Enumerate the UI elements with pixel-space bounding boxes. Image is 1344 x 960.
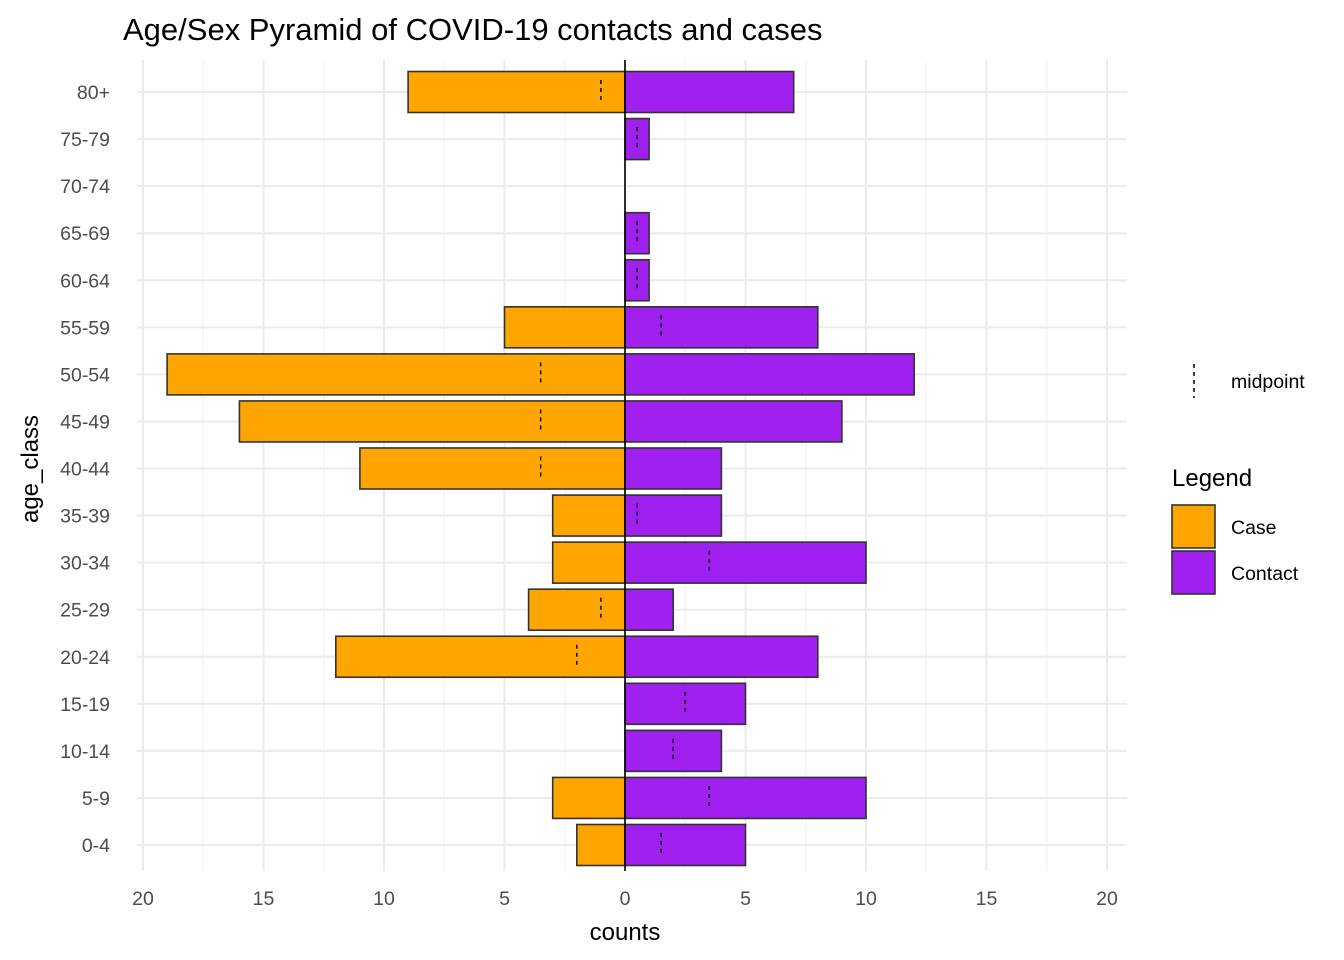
bar-contact-80+ (624, 70, 795, 114)
x-tick-label: 0 (620, 888, 631, 910)
x-tick-label: 5 (499, 888, 510, 910)
bar-case-35-39 (551, 494, 626, 537)
midpoint-layer (539, 80, 711, 857)
y-tick-label: 80+ (77, 82, 110, 104)
bar-case-5-9 (551, 776, 626, 820)
bar-contact-55-59 (624, 306, 819, 349)
x-tick-label: 15 (976, 888, 998, 910)
y-tick-label: 35-39 (60, 506, 110, 528)
bar-layer (166, 60, 916, 871)
legend-key-contact (1171, 550, 1216, 595)
x-tick-label: 20 (132, 888, 154, 910)
legend-midpoint: midpoint (1193, 364, 1305, 398)
midpoint-legend-label: midpoint (1231, 371, 1305, 393)
bar-contact-0-4 (624, 823, 747, 867)
bar-contact-5-9 (624, 776, 867, 820)
bar-case-45-49 (238, 400, 626, 443)
y-tick-label: 60-64 (60, 270, 110, 292)
y-tick-label: 50-54 (60, 364, 110, 386)
legend-title: Legend (1172, 465, 1252, 492)
bar-case-25-29 (527, 588, 626, 631)
bar-contact-20-24 (624, 635, 819, 679)
y-tick-label: 40-44 (60, 459, 110, 481)
legend-label-contact: Contact (1231, 563, 1299, 585)
x-tick-label: 10 (855, 888, 877, 910)
bar-contact-45-49 (624, 400, 843, 443)
y-tick-label: 45-49 (60, 411, 110, 433)
y-tick-label: 0-4 (82, 835, 110, 857)
y-tick-label: 20-24 (60, 647, 110, 669)
x-tick-label: 15 (253, 888, 275, 910)
x-tick-label: 5 (740, 888, 751, 910)
y-tick-label: 15-19 (60, 694, 110, 716)
bar-contact-35-39 (624, 494, 723, 537)
legend-label-case: Case (1231, 517, 1277, 539)
y-axis-title: age_class (17, 415, 44, 523)
legend-key-case (1171, 504, 1216, 549)
bar-case-80+ (407, 70, 626, 114)
y-tick-label: 65-69 (60, 223, 110, 245)
y-tick-label: 10-14 (60, 741, 110, 763)
y-tick-label: 25-29 (60, 600, 110, 622)
x-tick-label: 20 (1096, 888, 1118, 910)
y-tick-label: 55-59 (60, 317, 110, 339)
x-axis-title: counts (590, 919, 661, 946)
bar-case-20-24 (334, 635, 626, 679)
bar-contact-50-54 (624, 353, 916, 396)
y-axis-ticks: 0-4 5-9 10-14 15-19 20-24 25-29 30-34 35-39 40-4… (60, 82, 110, 857)
bar-contact-40-44 (624, 447, 723, 490)
x-axis-ticks: 20 15 10 5 0 5 10 15 20 (132, 888, 1118, 910)
bar-contact-25-29 (624, 588, 675, 631)
y-tick-label: 75-79 (60, 129, 110, 151)
bar-case-50-54 (166, 353, 626, 396)
bar-case-55-59 (503, 306, 626, 349)
y-tick-label: 30-34 (60, 553, 110, 575)
x-tick-label: 10 (373, 888, 395, 910)
bar-case-30-34 (551, 541, 626, 584)
legend: Legend Case Contact (1171, 465, 1299, 595)
bar-contact-30-34 (624, 541, 867, 584)
bar-case-0-4 (575, 823, 626, 867)
chart-title: Age/Sex Pyramid of COVID-19 contacts and… (123, 12, 823, 47)
bar-contact-60-64 (624, 258, 650, 302)
y-tick-label: 5-9 (82, 788, 110, 810)
y-tick-label: 70-74 (60, 176, 110, 198)
bar-case-40-44 (359, 447, 626, 490)
